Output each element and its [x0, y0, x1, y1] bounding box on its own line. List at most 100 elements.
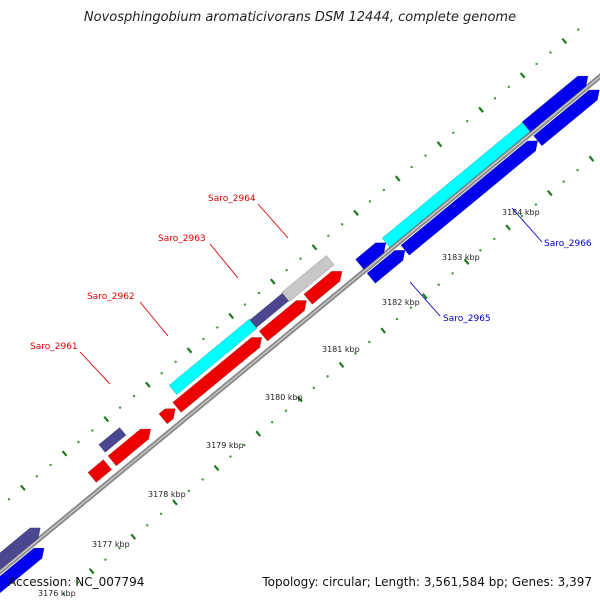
tick-dot — [62, 592, 66, 596]
cds-highlight — [168, 318, 258, 396]
tick-dot — [145, 524, 149, 527]
tick-dot — [576, 168, 579, 172]
reverse-gene — [107, 428, 152, 467]
tick-dash — [311, 244, 318, 251]
gene-saro-2965 — [366, 249, 406, 284]
forward-gene — [533, 89, 600, 147]
tick-dash — [421, 293, 428, 300]
forward-gene — [355, 242, 387, 270]
tick-dash — [20, 484, 26, 491]
tick-dot — [77, 440, 80, 444]
tick-dash — [505, 224, 511, 231]
map-title: Novosphingobium aromaticivorans DSM 1244… — [83, 10, 517, 25]
tick-dot — [520, 214, 524, 218]
tick-dot — [534, 203, 538, 206]
tick-dash — [436, 141, 443, 148]
tick-dot — [493, 97, 497, 100]
gene-label-saro-2966: Saro_2966 — [544, 239, 592, 249]
accession-label: Accession: NC_007794 — [8, 575, 145, 589]
tick-dot — [382, 188, 386, 192]
tick-label: 3177 kbp — [92, 540, 130, 549]
tick-dot — [549, 51, 552, 54]
gene-label-saro-2961: Saro_2961 — [30, 342, 78, 352]
tick-dash — [546, 189, 553, 197]
leader-line — [139, 301, 169, 337]
tick-dot — [507, 85, 511, 89]
tick-dash — [478, 106, 484, 113]
tick-dash — [130, 533, 137, 540]
tick-dot — [35, 475, 38, 478]
tick-dash — [380, 327, 387, 334]
tick-dot — [493, 237, 496, 241]
tick-dot — [326, 375, 329, 378]
tick-label: 3184 kbp — [502, 208, 540, 217]
tick-dot — [577, 28, 580, 31]
tick-labels: 3176 kbp 3177 kbp 3178 kbp 3179 kbp 3180 kbp… — [38, 208, 540, 598]
gene-saro-2966 — [400, 140, 539, 256]
gene-labels: Saro_2961 Saro_2962 Saro_2963 Saro_2964 Saro… — [30, 194, 592, 385]
genome-backbone — [0, 73, 600, 575]
tick-dot — [160, 372, 163, 375]
tick-dot — [243, 303, 247, 306]
tick-dot — [368, 340, 371, 344]
reverse-gene-dark — [249, 292, 290, 329]
reverse-gene-fragment — [87, 459, 113, 483]
tick-dot — [91, 429, 94, 432]
gene-saro-2964 — [281, 255, 335, 303]
tick-dash — [338, 361, 345, 369]
tick-dash — [255, 430, 262, 437]
leader-line — [79, 351, 111, 385]
reverse-gene — [158, 408, 176, 425]
tick-dot — [187, 489, 191, 493]
forward-gene — [0, 547, 45, 594]
gene-saro-2963 — [303, 270, 343, 305]
tick-dot — [7, 498, 11, 501]
tick-dot — [299, 257, 302, 260]
tick-label: 3178 kbp — [148, 490, 186, 499]
reverse-gene-dark — [98, 427, 127, 453]
leader-line — [409, 281, 441, 317]
tick-dot — [76, 581, 79, 584]
tick-label: 3181 kbp — [322, 345, 360, 354]
gene-label-saro-2965: Saro_2965 — [443, 314, 491, 324]
tick-dot — [49, 463, 52, 467]
forward-gene-dark — [0, 527, 41, 570]
tick-dash — [186, 347, 193, 354]
tick-dot — [437, 283, 440, 286]
leader-line — [209, 243, 239, 279]
tick-dot — [312, 386, 315, 390]
tick-dash — [145, 381, 151, 388]
tick-dash — [353, 209, 359, 216]
tick-dash — [297, 396, 303, 403]
tick-dot — [174, 360, 177, 364]
tick-dash — [269, 278, 276, 285]
tick-dash — [561, 37, 568, 45]
tick-label: 3180 kbp — [265, 393, 303, 402]
tick-label: 3176 kbp — [38, 589, 76, 598]
tick-dot — [368, 200, 372, 203]
tick-dot — [270, 420, 274, 424]
tick-dash — [394, 175, 401, 182]
tick-dot — [479, 249, 482, 252]
tick-dot — [202, 337, 205, 341]
tick-dash — [172, 499, 178, 506]
gene-saro-2961 — [172, 337, 263, 413]
tick-dash — [103, 415, 110, 423]
tick-dot — [118, 547, 121, 550]
tick-dot — [284, 409, 288, 412]
tick-dot — [465, 120, 469, 123]
tick-dot — [327, 234, 330, 237]
gene-label-saro-2962: Saro_2962 — [87, 292, 135, 302]
gene-label-saro-2964: Saro_2964 — [208, 194, 256, 204]
tick-dash — [588, 155, 595, 162]
leader-line — [511, 207, 543, 243]
tick-dot — [354, 352, 357, 355]
tick-dot — [395, 317, 399, 321]
tick-label: 3179 kbp — [206, 441, 244, 450]
tick-dot — [424, 154, 427, 157]
tick-dot — [257, 291, 261, 295]
gene-features — [0, 75, 600, 594]
tick-dot — [243, 443, 246, 447]
tick-dash — [519, 72, 526, 79]
tick-dot — [409, 306, 413, 309]
